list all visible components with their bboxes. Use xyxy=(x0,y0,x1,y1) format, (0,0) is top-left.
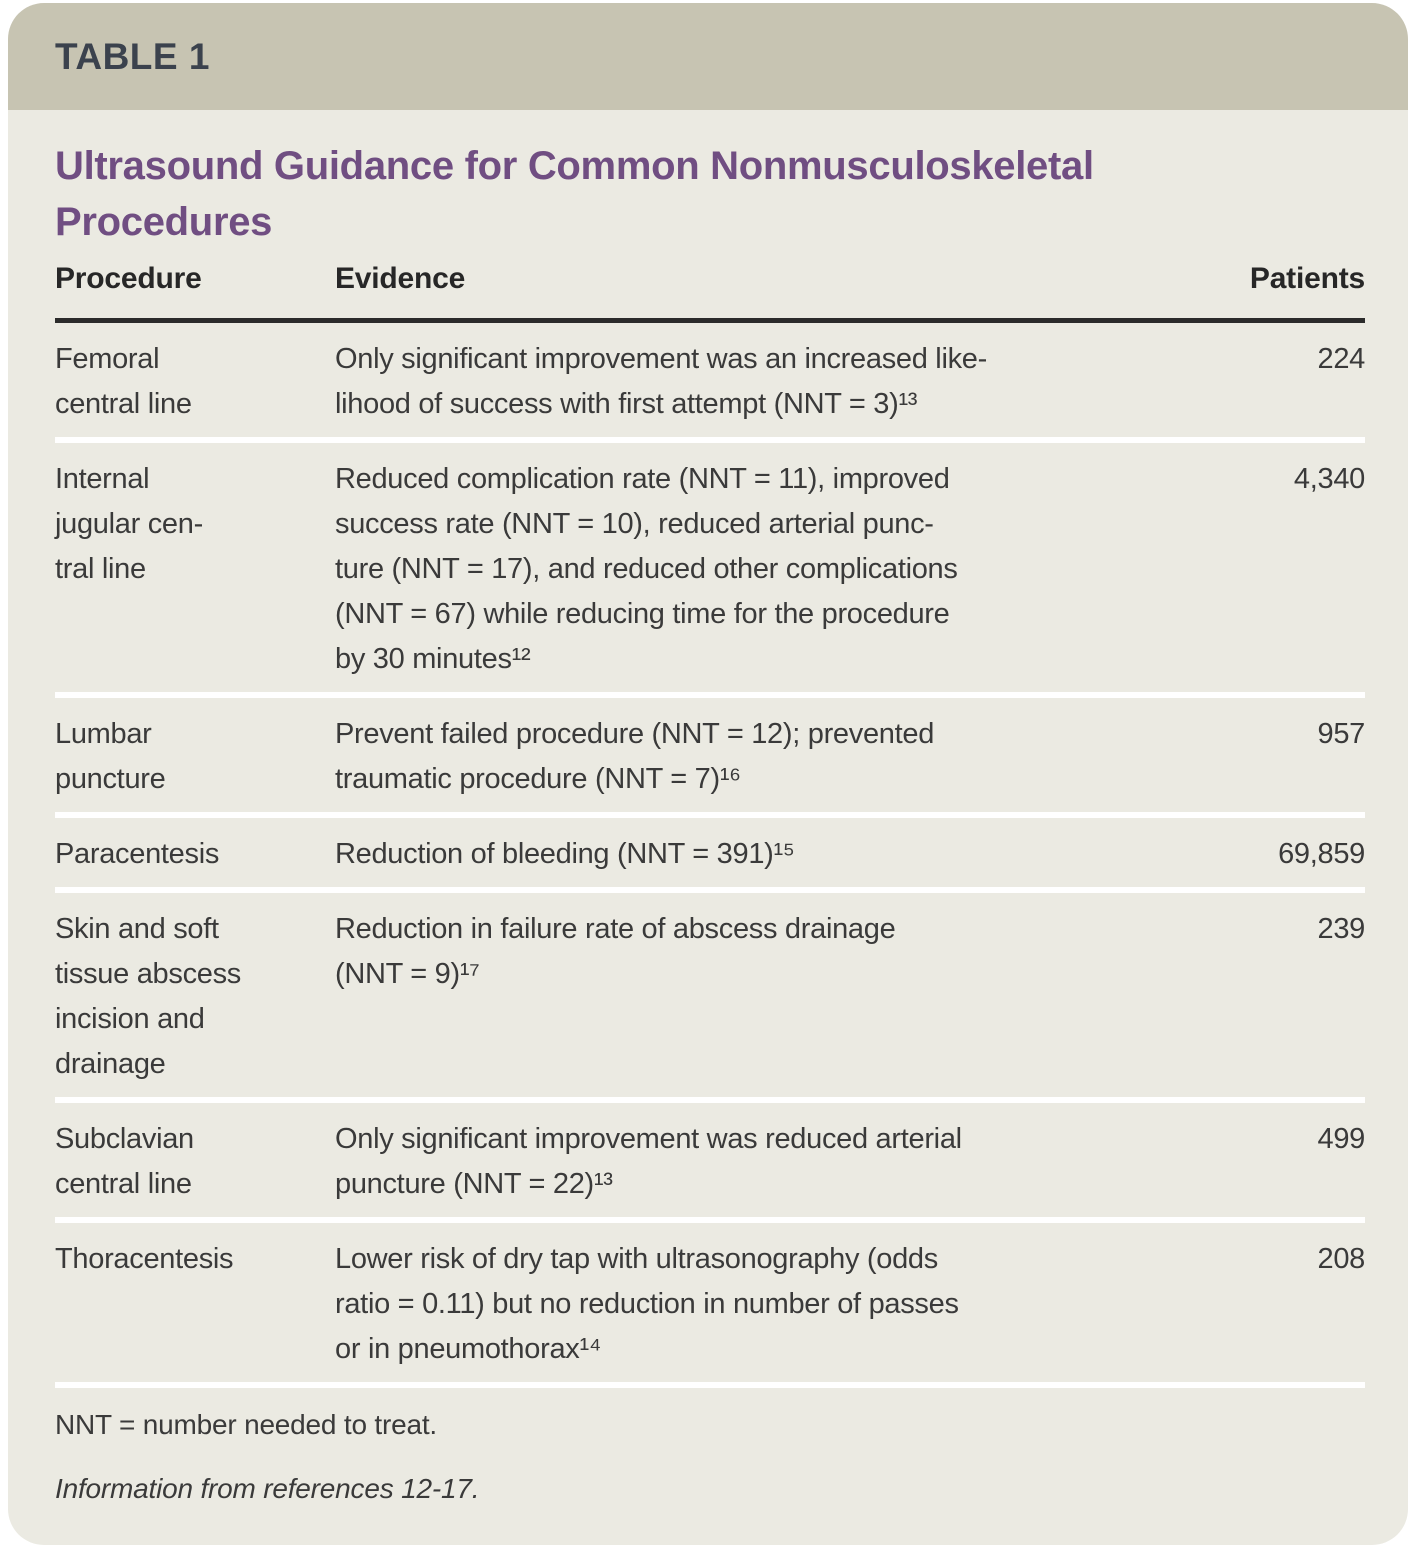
table-row-lumbar-puncture: Lumbar puncture Prevent failed procedure… xyxy=(55,698,1365,818)
procedure-cell: Thoracentesis xyxy=(55,1243,234,1275)
table-row-internal-jugular-central-line: Internal jugular cen- tral line Reduced … xyxy=(55,443,1365,698)
patients-cell: 208 xyxy=(1317,1243,1366,1275)
footnotes: NNT = number needed to treat. Informatio… xyxy=(55,1408,1365,1506)
column-header-procedure: Procedure xyxy=(55,262,202,295)
evidence-cell: Only significant improvement was reduced… xyxy=(335,1123,962,1200)
column-header-row: Procedure Evidence Patients xyxy=(55,262,1365,323)
procedure-cell: Subclavian central line xyxy=(55,1123,194,1200)
abbreviation-note: NNT = number needed to treat. xyxy=(55,1409,438,1440)
column-header-patients: Patients xyxy=(1249,262,1365,295)
evidence-cell: Reduced complication rate (NNT = 11), im… xyxy=(335,463,958,675)
patients-cell: 4,340 xyxy=(1293,463,1365,495)
evidence-cell: Lower risk of dry tap with ultrasonograp… xyxy=(335,1243,959,1365)
procedure-cell: Skin and soft tissue abscess incision an… xyxy=(55,913,241,1080)
procedure-cell: Internal jugular cen- tral line xyxy=(55,463,203,585)
table-row-skin-abscess-incision-drainage: Skin and soft tissue abscess incision an… xyxy=(55,893,1365,1103)
table-card: TABLE 1 Ultrasound Guidance for Common N… xyxy=(8,3,1408,1545)
patients-cell: 239 xyxy=(1317,913,1366,945)
procedure-cell: Femoral central line xyxy=(55,343,192,420)
table-row-thoracentesis: Thoracentesis Lower risk of dry tap with… xyxy=(55,1223,1365,1388)
patients-cell: 499 xyxy=(1317,1123,1366,1155)
table-content: Ultrasound Guidance for Common Nonmuscul… xyxy=(8,110,1408,1545)
procedure-cell: Paracentesis xyxy=(55,838,220,870)
table-row-femoral-central-line: Femoral central line Only significant im… xyxy=(55,323,1365,443)
table-row-subclavian-central-line: Subclavian central line Only significant… xyxy=(55,1103,1365,1223)
evidence-cell: Reduction of bleeding (NNT = 391)¹⁵ xyxy=(335,838,795,870)
table-label: TABLE 1 xyxy=(55,35,210,77)
evidence-cell: Only significant improvement was an incr… xyxy=(335,343,987,420)
patients-cell: 69,859 xyxy=(1278,838,1365,870)
source-note: Information from references 12-17. xyxy=(55,1473,480,1504)
evidence-cell: Prevent failed procedure (NNT = 12); pre… xyxy=(335,718,935,795)
patients-cell: 224 xyxy=(1317,343,1366,375)
table-row-paracentesis: Paracentesis Reduction of bleeding (NNT … xyxy=(55,818,1365,893)
table-label-band: TABLE 1 xyxy=(8,3,1408,110)
evidence-cell: Reduction in failure rate of abscess dra… xyxy=(335,913,896,990)
procedure-cell: Lumbar puncture xyxy=(55,718,166,795)
patients-cell: 957 xyxy=(1317,718,1366,750)
table-title: Ultrasound Guidance for Common Nonmuscul… xyxy=(55,144,1094,244)
column-header-evidence: Evidence xyxy=(335,262,466,295)
